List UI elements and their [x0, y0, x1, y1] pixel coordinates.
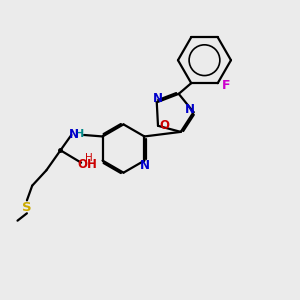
Text: N: N: [185, 103, 195, 116]
Text: F: F: [222, 79, 230, 92]
Text: O: O: [159, 119, 169, 132]
Text: OH: OH: [78, 158, 98, 171]
Text: S: S: [22, 201, 31, 214]
Text: N: N: [153, 92, 163, 105]
Text: H: H: [75, 129, 84, 140]
Text: N: N: [140, 159, 149, 172]
Text: N: N: [69, 128, 79, 141]
Text: H: H: [85, 153, 93, 163]
